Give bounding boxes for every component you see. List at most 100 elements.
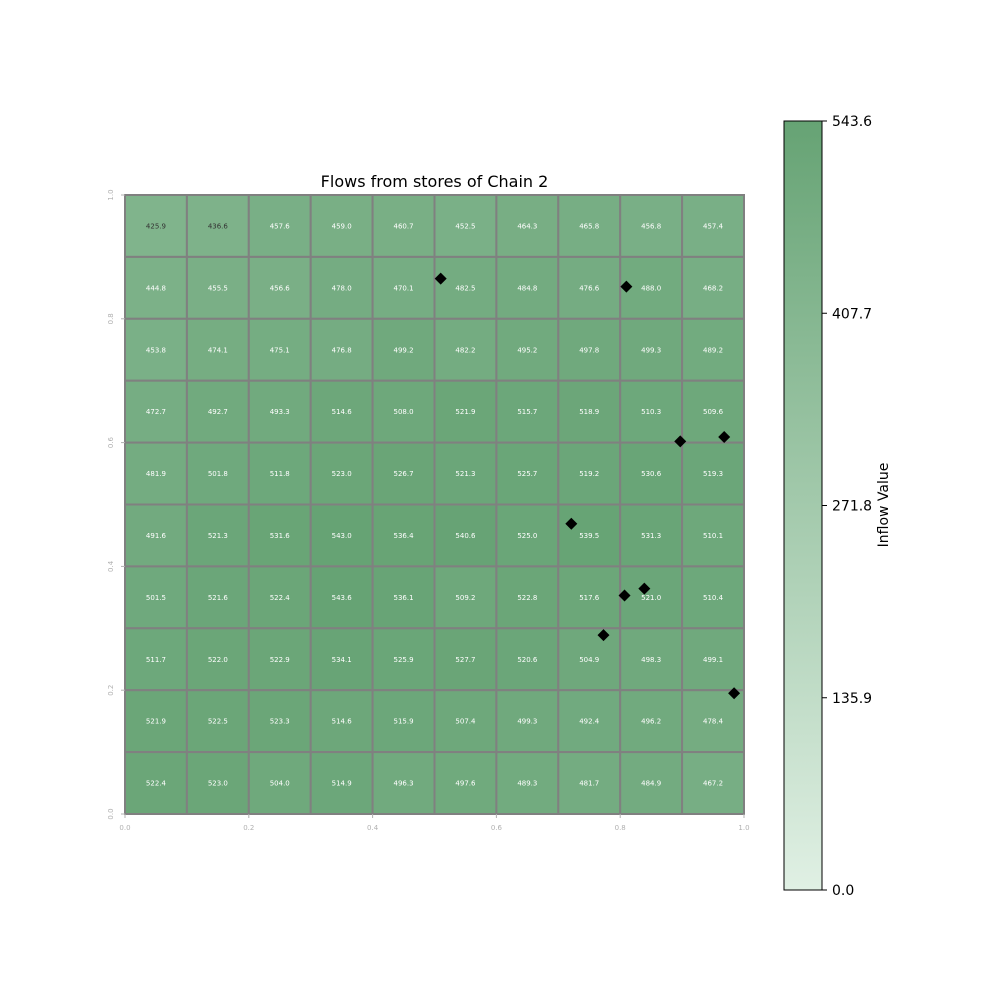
cell-value-label: 511.7 [146, 656, 166, 664]
cell-value-label: 476.8 [332, 346, 352, 354]
store-marker [638, 582, 651, 595]
heatmap-cell [495, 751, 560, 815]
cell-value-label: 436.6 [208, 222, 229, 230]
heatmap-cell [309, 255, 374, 320]
heatmap-cell [619, 627, 684, 692]
cell-value-label: 531.3 [641, 532, 661, 540]
cell-value-label: 523.0 [208, 780, 228, 788]
store-marker [728, 687, 741, 700]
heatmap-cell [371, 751, 436, 815]
cell-value-label: 496.3 [394, 780, 414, 788]
cell-value-label: 509.6 [703, 408, 724, 416]
x-tick-label: 1.0 [738, 824, 749, 832]
colorbar-gradient [783, 120, 823, 891]
heatmap-cell [247, 317, 312, 382]
cell-value-label: 493.3 [270, 408, 290, 416]
cell-value-label: 517.6 [579, 594, 600, 602]
cell-value-label: 484.9 [641, 780, 661, 788]
cell-value-label: 504.0 [270, 780, 290, 788]
cell-value-label: 508.0 [394, 408, 414, 416]
heatmap-cell [619, 503, 684, 568]
cell-value-label: 522.8 [517, 594, 537, 602]
cell-value-label: 525.9 [394, 656, 414, 664]
cell-value-label: 481.9 [146, 470, 166, 478]
colorbar-tick-label: 271.8 [832, 499, 872, 515]
heatmap-cell [433, 503, 498, 568]
cell-value-label: 521.9 [455, 408, 475, 416]
heatmap-cell [124, 503, 188, 568]
store-marker [620, 280, 633, 293]
cell-value-label: 489.2 [703, 346, 723, 354]
cell-value-label: 522.5 [208, 718, 228, 726]
heatmap-cell [185, 627, 250, 692]
heatmap-cell [495, 441, 560, 506]
cell-value-label: 444.8 [146, 284, 166, 292]
colorbar-ticks: 0.0 135.9 271.8 407.7 543.6 [822, 114, 872, 899]
heatmap-cell [124, 317, 188, 382]
cell-value-label: 478.0 [332, 284, 352, 292]
colorbar-tick-label: 543.6 [832, 114, 872, 130]
cell-value-label: 497.6 [455, 780, 476, 788]
y-tick-label: 0.8 [107, 313, 115, 324]
heatmap-cell [124, 379, 188, 444]
cell-value-label: 474.1 [208, 346, 228, 354]
x-tick-label: 0.6 [491, 824, 503, 832]
colorbar-tick-label: 407.7 [832, 306, 872, 322]
cell-value-label: 467.2 [703, 780, 723, 788]
heatmap-cell [124, 565, 188, 630]
cell-value-label: 543.6 [332, 594, 353, 602]
cell-value-label: 510.1 [703, 532, 723, 540]
cell-value-label: 491.6 [146, 532, 167, 540]
x-tick-label: 0.2 [243, 824, 254, 832]
cell-value-label: 489.3 [517, 780, 537, 788]
x-tick-label: 0.8 [615, 824, 626, 832]
heatmap-cell [124, 194, 188, 258]
cell-value-label: 521.3 [208, 532, 228, 540]
heatmap-cell [619, 689, 684, 754]
cell-value-label: 455.5 [208, 284, 228, 292]
cell-value-label: 456.8 [641, 222, 661, 230]
cell-value-label: 488.0 [641, 284, 661, 292]
cell-value-label: 519.3 [703, 470, 723, 478]
heatmap-cell [619, 441, 684, 506]
heatmap-cell [433, 441, 498, 506]
heatmap-cell [681, 689, 745, 754]
heatmap-cell [247, 503, 312, 568]
heatmap-cell [495, 255, 560, 320]
store-marker [618, 589, 631, 602]
heatmap-cell [247, 627, 312, 692]
store-marker [565, 517, 578, 530]
heatmap-cell [309, 565, 374, 630]
cell-value-label: 499.3 [641, 346, 661, 354]
y-tick-label: 1.0 [107, 189, 115, 200]
cell-value-label: 525.7 [517, 470, 537, 478]
cell-value-label: 498.3 [641, 656, 661, 664]
heatmap-cell [495, 565, 560, 630]
cell-value-label: 521.0 [641, 594, 661, 602]
cell-value-label: 482.5 [455, 284, 475, 292]
heatmap-cell [433, 255, 498, 320]
heatmap-cell [124, 751, 188, 815]
cell-value-label: 543.0 [332, 532, 352, 540]
heatmap-cell [433, 194, 498, 258]
cell-value-label: 523.0 [332, 470, 352, 478]
cell-value-label: 530.6 [641, 470, 662, 478]
cell-value-label: 504.9 [579, 656, 599, 664]
cell-value-label: 518.9 [579, 408, 599, 416]
colorbar-tick-label: 0.0 [832, 883, 854, 899]
heatmap-cell [185, 689, 250, 754]
cell-value-label: 540.6 [455, 532, 476, 540]
chart-title: Flows from stores of Chain 2 [321, 172, 549, 191]
cell-value-label: 521.9 [146, 718, 166, 726]
heatmap-cell [619, 751, 684, 815]
heatmap-cell [681, 255, 745, 320]
cell-value-label: 527.7 [455, 656, 475, 664]
store-marker [674, 435, 687, 448]
heatmap-cell [619, 565, 684, 630]
heatmap-cells [124, 194, 745, 815]
heatmap-cell [557, 194, 622, 258]
cell-value-label: 495.2 [517, 346, 537, 354]
heatmap-cell [371, 627, 436, 692]
